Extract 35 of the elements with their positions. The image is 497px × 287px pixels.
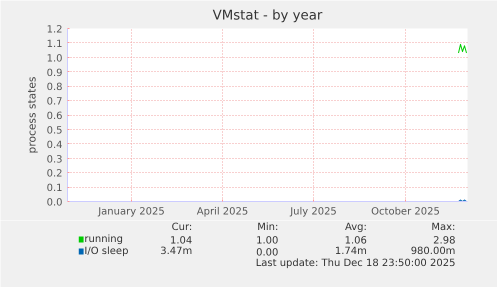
line-series xyxy=(458,44,467,54)
y-tick-label: 0.5 xyxy=(46,125,63,136)
text: Avg: xyxy=(345,222,367,233)
y-tick-label: 0.0 xyxy=(46,198,63,208)
text: 1.00 xyxy=(256,236,278,246)
text: 980.00m xyxy=(410,246,456,257)
text: 3.47m xyxy=(160,246,192,257)
y-tick-label: 1.2 xyxy=(46,24,63,36)
text: Max: xyxy=(431,222,456,233)
chart-title: VMstat - by year xyxy=(212,8,323,24)
y-tick-label: 1.1 xyxy=(46,38,63,50)
legend-label: I/O sleep xyxy=(84,246,128,257)
y-tick-label: 0.7 xyxy=(46,96,63,108)
y-tick-label: 0.1 xyxy=(46,183,63,194)
y-tick-label: 0.8 xyxy=(46,82,63,94)
x-tick-label: July 2025 xyxy=(289,206,337,218)
text: Min: xyxy=(257,222,278,233)
text: 1.06 xyxy=(344,236,367,246)
text: 2.98 xyxy=(433,236,456,246)
y-axis-title: process states xyxy=(26,76,39,154)
y-tick-label: 1.0 xyxy=(46,53,63,64)
text: Cur: xyxy=(172,222,192,233)
x-tick-label: October 2025 xyxy=(371,206,440,218)
y-tick-label: 0.9 xyxy=(46,68,63,79)
text: Last update: Thu Dec 18 23:50:00 2025 xyxy=(256,258,456,269)
text: 0.00 xyxy=(256,248,278,258)
x-tick-label: April 2025 xyxy=(196,206,248,218)
y-tick-label: 0.4 xyxy=(46,140,63,151)
legend-label: running xyxy=(84,234,123,245)
y-tick-label: 0.6 xyxy=(46,111,63,122)
y-tick-label: 0.3 xyxy=(46,154,63,166)
text: 1.74m xyxy=(334,246,367,257)
y-tick-label: 0.2 xyxy=(46,168,63,180)
text: 1.04 xyxy=(170,236,192,246)
x-tick-label: January 2025 xyxy=(97,206,165,218)
